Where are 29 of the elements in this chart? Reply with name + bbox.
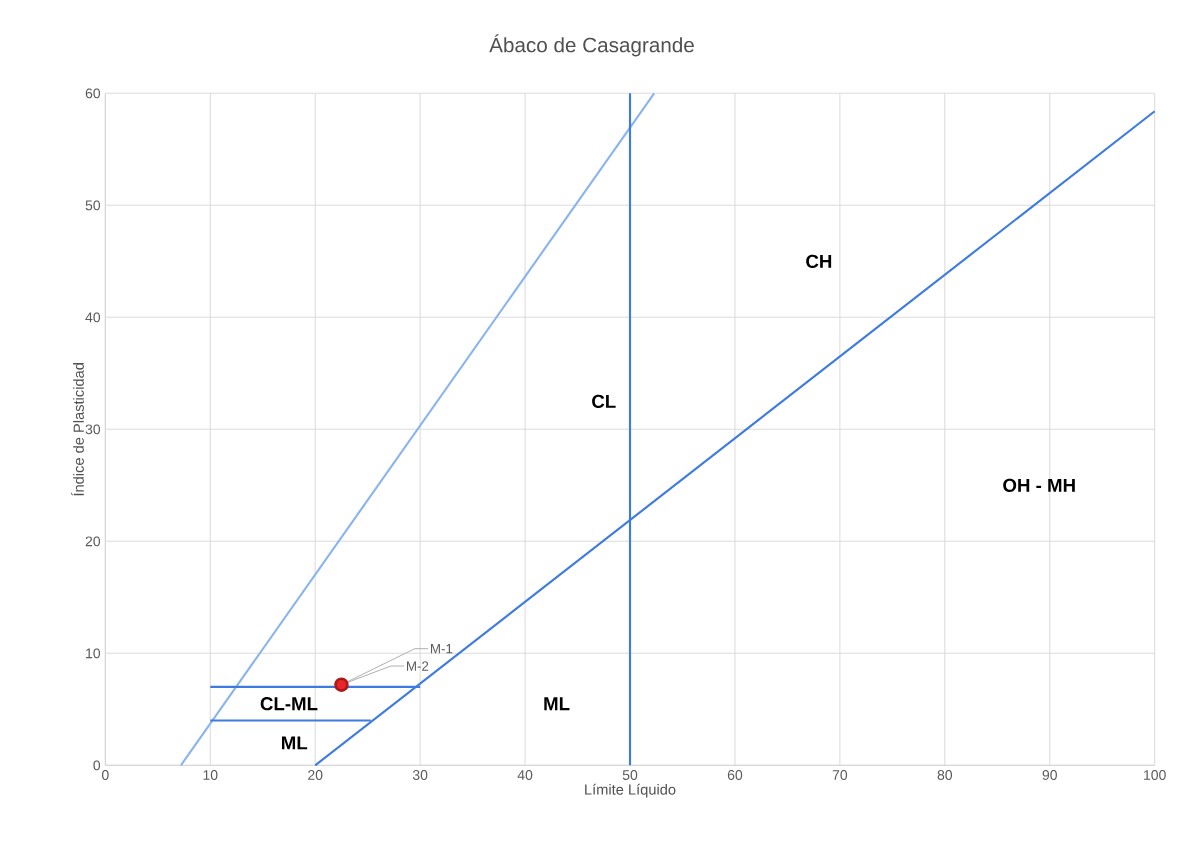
y-axis-title: Índice de Plasticidad bbox=[71, 362, 84, 496]
annotation: ML bbox=[544, 697, 570, 710]
x-tick-label: 10 bbox=[203, 769, 218, 780]
x-tick-label: 40 bbox=[517, 769, 533, 780]
text: M-1 bbox=[431, 643, 453, 654]
y-tick-label: 60 bbox=[85, 88, 101, 99]
annotation: CH bbox=[806, 254, 832, 268]
x-tick-label: 0 bbox=[101, 769, 109, 780]
x-tick-label: 60 bbox=[727, 769, 743, 780]
x-tick-label: 20 bbox=[308, 769, 323, 780]
y-tick-label: 10 bbox=[86, 648, 101, 659]
x-tick-label: 90 bbox=[1042, 769, 1057, 780]
y-tick-label: 30 bbox=[85, 424, 101, 435]
x-tick-label: 100 bbox=[1144, 769, 1166, 780]
x-tick-label: 50 bbox=[622, 769, 638, 780]
annotation: ML bbox=[282, 736, 308, 750]
x-tick-label: 70 bbox=[832, 769, 848, 780]
annotation: CL-ML bbox=[260, 696, 318, 711]
y-tick-label: 0 bbox=[93, 760, 101, 771]
x-tick-label: 30 bbox=[412, 769, 428, 780]
y-tick-label: 50 bbox=[85, 200, 101, 211]
text: M-2 bbox=[407, 661, 429, 671]
y-tick-label: 20 bbox=[85, 536, 101, 547]
x-tick-label: 80 bbox=[937, 769, 953, 780]
chart-title: Ábaco de Casagrande bbox=[489, 34, 694, 57]
x-axis-title: Límite Líquido bbox=[585, 783, 676, 798]
annotation: OH - MH bbox=[1003, 478, 1075, 492]
annotation: CL bbox=[592, 394, 616, 408]
y-tick-label: 40 bbox=[85, 312, 101, 323]
